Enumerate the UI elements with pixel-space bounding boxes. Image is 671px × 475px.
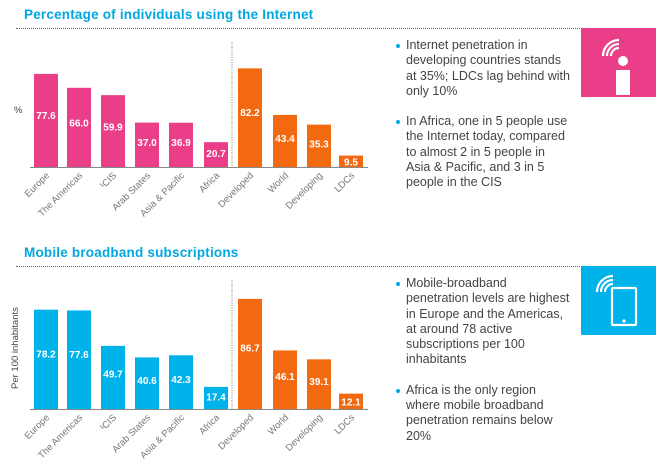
bar bbox=[135, 357, 159, 409]
bar bbox=[135, 122, 159, 167]
data-label: 46.1 bbox=[275, 372, 295, 383]
wifi-smartphone-icon bbox=[581, 266, 656, 335]
bar bbox=[238, 68, 262, 167]
bar bbox=[238, 298, 262, 409]
bar bbox=[34, 73, 58, 167]
data-label: 36.9 bbox=[171, 138, 191, 149]
note: Internet penetration in developing count… bbox=[395, 38, 570, 99]
mobile-chart-title: Mobile broadband subscriptions bbox=[24, 245, 239, 260]
tick-label: Developed bbox=[216, 170, 256, 210]
tick-label: Developing bbox=[284, 170, 325, 211]
data-label: 40.6 bbox=[137, 376, 157, 387]
data-label: 42.3 bbox=[171, 375, 191, 386]
tick-label: Europe bbox=[23, 412, 52, 441]
data-label: 43.4 bbox=[275, 134, 295, 145]
mobile-notes: Mobile-broadband penetration levels are … bbox=[395, 276, 570, 459]
note: Africa is the only region where mobile b… bbox=[395, 383, 570, 444]
data-label: 49.7 bbox=[103, 370, 123, 381]
bar bbox=[34, 309, 58, 409]
data-label: 82.2 bbox=[240, 108, 260, 119]
data-label: 86.7 bbox=[240, 343, 260, 354]
tick-label: Europe bbox=[23, 170, 52, 199]
data-label: 12.1 bbox=[341, 397, 361, 408]
tick-label: ¹CIS bbox=[98, 170, 119, 191]
bar bbox=[67, 87, 91, 167]
tick-label: LDCs bbox=[333, 412, 358, 437]
data-label: 78.2 bbox=[36, 349, 56, 360]
bar bbox=[101, 345, 125, 409]
tick-label: Developed bbox=[216, 412, 256, 452]
note: In Africa, one in 5 people use the Inter… bbox=[395, 114, 570, 190]
tick-label: Africa bbox=[197, 170, 222, 195]
bar bbox=[339, 393, 363, 409]
bar bbox=[307, 359, 331, 409]
bar bbox=[339, 155, 363, 167]
y-axis-label: Per 100 inhabitants bbox=[10, 307, 21, 389]
tick-label: Developing bbox=[284, 412, 325, 453]
internet-chart-title: Percentage of individuals using the Inte… bbox=[24, 7, 314, 22]
data-label: 9.5 bbox=[344, 157, 358, 168]
data-label: 20.7 bbox=[206, 149, 226, 160]
data-label: 59.9 bbox=[103, 123, 123, 134]
wifi-person-icon bbox=[581, 28, 656, 97]
note: Mobile-broadband penetration levels are … bbox=[395, 276, 570, 368]
bar bbox=[169, 355, 193, 409]
bar bbox=[101, 95, 125, 167]
divider bbox=[16, 266, 656, 267]
tick-label: LDCs bbox=[333, 170, 358, 195]
data-label: 17.4 bbox=[206, 393, 226, 404]
bar bbox=[273, 114, 297, 167]
tick-label: ¹CIS bbox=[98, 412, 119, 433]
tick-label: World bbox=[266, 170, 291, 195]
bar bbox=[204, 142, 228, 167]
data-label: 39.1 bbox=[309, 377, 329, 388]
data-label: 66.0 bbox=[69, 119, 89, 130]
data-label: 35.3 bbox=[309, 139, 329, 150]
bar bbox=[273, 350, 297, 409]
data-label: 77.6 bbox=[36, 111, 56, 122]
y-axis-label: % bbox=[14, 105, 23, 116]
bar bbox=[204, 386, 228, 409]
data-label: 37.0 bbox=[137, 138, 157, 149]
bar bbox=[169, 122, 193, 167]
bar bbox=[67, 310, 91, 409]
divider bbox=[16, 28, 656, 29]
tick-label: Africa bbox=[197, 412, 222, 437]
bar bbox=[307, 124, 331, 167]
internet-notes: Internet penetration in developing count… bbox=[395, 38, 570, 206]
tick-label: World bbox=[266, 412, 291, 437]
data-label: 77.6 bbox=[69, 350, 89, 361]
